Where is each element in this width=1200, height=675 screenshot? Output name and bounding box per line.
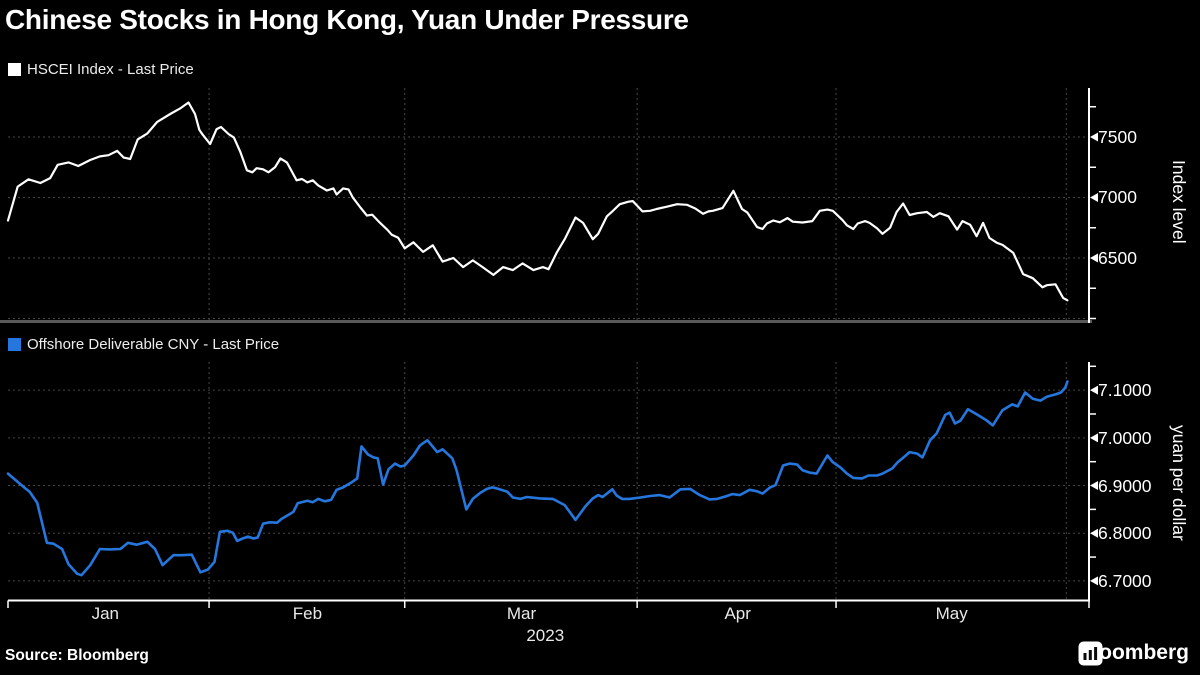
bloomberg-terminal-icon [1078,641,1103,666]
y-tick-label: 6.7000 [1098,570,1152,591]
y-axis-major-tick-arrow [1090,385,1098,395]
legend-cny: Offshore Deliverable CNY - Last Price [8,336,279,353]
page-title: Chinese Stocks in Hong Kong, Yuan Under … [5,4,689,35]
y-tick-label: 7.0000 [1098,427,1152,448]
bloomberg-logo: Bloomberg [1078,641,1189,666]
month-label-feb: Feb [292,604,323,623]
month-label-apr: Apr [724,604,751,623]
cny-line-series [6,380,1069,577]
year-label: 2023 [526,626,565,645]
y-axis-major-tick-arrow [1090,528,1098,538]
cny-legend-label: Offshore Deliverable CNY - Last Price [27,336,280,353]
legend-hscei: HSCEI Index - Last Price [8,61,194,78]
y-axis-major-tick-arrow [1090,481,1098,491]
hscei-line-series [6,101,1069,302]
month-label-mar: Mar [506,604,537,623]
y-axis-major-tick-arrow [1090,253,1098,263]
y-axis-major-tick-arrow [1090,433,1098,443]
y-tick-label: 6.8000 [1098,523,1152,544]
y-tick-label: 6500 [1098,247,1137,268]
month-label-jan: Jan [91,604,119,623]
y-axis-major-tick-arrow [1090,192,1098,202]
y-tick-label: 7000 [1098,187,1137,208]
month-label-may: May [935,604,968,623]
y-tick-label: 7500 [1098,127,1137,147]
y-axis-title-index-level: Index level [1169,160,1189,244]
cny-legend-swatch-icon [8,338,21,351]
hscei-legend-label: HSCEI Index - Last Price [27,61,194,78]
y-axis-title-yuan-per-dollar: yuan per dollar [1169,425,1189,541]
y-axis-major-tick-arrow [1090,132,1098,142]
hscei-legend-swatch-icon [8,63,21,76]
y-axis-major-tick-arrow [1090,576,1098,586]
y-tick-label: 7.1000 [1098,380,1152,401]
source-credit: Source: Bloomberg [5,647,149,664]
y-tick-label: 6.9000 [1098,475,1152,496]
bloomberg-wordmark: Bloomberg [1078,641,1189,664]
